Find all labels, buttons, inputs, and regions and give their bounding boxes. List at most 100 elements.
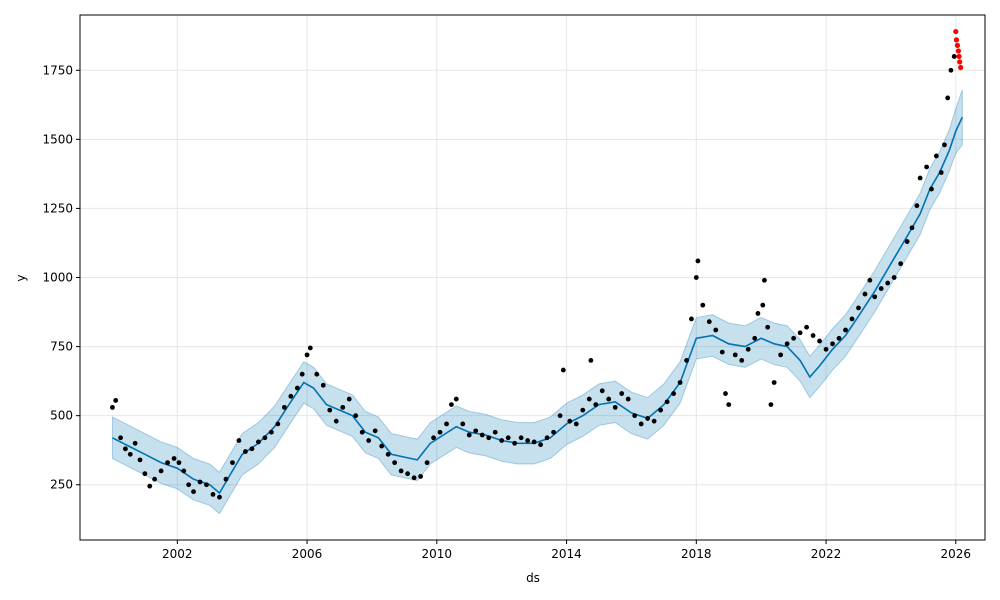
y-tick-label: 1750: [42, 63, 73, 77]
recent-observed-points: [953, 28, 964, 71]
observed-point: [706, 319, 712, 325]
x-tick-label: 2002: [162, 547, 193, 561]
observed-point: [191, 489, 196, 495]
observed-point: [372, 428, 378, 434]
observed-point: [689, 316, 694, 322]
observed-point: [366, 438, 372, 443]
observed-point: [314, 371, 320, 377]
observed-point: [492, 429, 498, 435]
observed-point: [700, 302, 706, 308]
x-tick-label: 2014: [551, 547, 582, 561]
observed-point: [588, 357, 594, 363]
observed-point: [142, 471, 148, 477]
y-axis-label: y: [14, 274, 28, 281]
y-tick-label: 750: [50, 340, 73, 354]
observed-point: [849, 316, 855, 322]
observed-point: [693, 275, 699, 280]
forecast-line: [112, 116, 964, 495]
observed-point: [398, 468, 404, 474]
observed-point: [249, 446, 255, 452]
observed-point: [823, 346, 829, 352]
y-tick-label: 500: [50, 409, 73, 423]
y-tick-label: 1000: [42, 271, 73, 285]
observed-point: [113, 398, 119, 403]
observed-point: [804, 324, 809, 330]
observed-point: [872, 294, 878, 300]
observed-point: [791, 335, 797, 341]
observed-point: [181, 468, 187, 474]
observed-point: [158, 468, 164, 474]
observed-point: [719, 349, 725, 355]
observed-point: [525, 438, 531, 443]
observed-point: [294, 385, 300, 391]
observed-point: [424, 460, 430, 466]
observed-point: [132, 440, 138, 446]
observed-point: [619, 391, 625, 396]
observed-point: [204, 482, 209, 488]
observed-point: [197, 479, 203, 485]
observed-point: [765, 324, 771, 330]
observed-point: [262, 435, 268, 441]
observed-point: [466, 432, 472, 438]
observed-point: [695, 258, 701, 264]
observed-point: [118, 435, 123, 441]
observed-point: [127, 451, 133, 457]
y-tick-label: 1500: [42, 132, 73, 146]
uncertainty-band: [111, 89, 963, 515]
observed-point: [898, 261, 904, 267]
recent-observed-point: [953, 28, 959, 35]
observed-point: [437, 429, 443, 435]
observed-point: [917, 175, 923, 181]
observed-point: [573, 421, 579, 427]
observed-point: [288, 393, 294, 399]
observed-point: [768, 402, 774, 408]
observed-point: [320, 382, 326, 388]
observed-point: [449, 402, 454, 408]
observed-point: [230, 460, 235, 466]
observed-point: [599, 388, 605, 394]
y-tick-label: 1250: [42, 201, 73, 215]
observed-point: [778, 352, 784, 358]
observed-point: [152, 476, 158, 482]
observed-point: [651, 418, 657, 424]
observed-point: [732, 352, 738, 358]
observed-point: [677, 380, 683, 385]
observed-point: [340, 404, 346, 410]
observed-point: [862, 291, 868, 297]
observed-point: [726, 402, 732, 408]
observed-point: [353, 413, 359, 419]
observed-point: [453, 396, 459, 402]
observed-point: [924, 164, 930, 170]
observed-points: [110, 54, 957, 500]
observed-point: [499, 438, 505, 443]
observed-point: [223, 476, 229, 482]
observed-point: [299, 371, 305, 377]
observed-point: [359, 429, 365, 435]
recent-observed-point: [954, 42, 961, 48]
observed-point: [625, 396, 631, 402]
observed-point: [385, 451, 391, 457]
observed-point: [929, 186, 934, 192]
observed-point: [760, 302, 766, 308]
observed-point: [123, 446, 128, 452]
observed-point: [948, 67, 954, 73]
observed-point: [243, 449, 248, 454]
observed-point: [486, 435, 492, 441]
observed-point: [739, 357, 745, 363]
observed-point: [479, 432, 485, 438]
y-tick-label: 250: [50, 478, 73, 492]
observed-point: [723, 391, 728, 396]
observed-point: [210, 492, 216, 497]
observed-point: [593, 402, 599, 408]
observed-point: [664, 399, 670, 405]
observed-point: [817, 338, 822, 344]
x-axis-label: ds: [526, 571, 540, 585]
observed-point: [810, 333, 816, 338]
observed-point: [638, 421, 644, 427]
observed-point: [612, 404, 618, 410]
observed-point: [938, 170, 944, 175]
observed-point: [567, 418, 573, 424]
observed-point: [217, 494, 222, 500]
